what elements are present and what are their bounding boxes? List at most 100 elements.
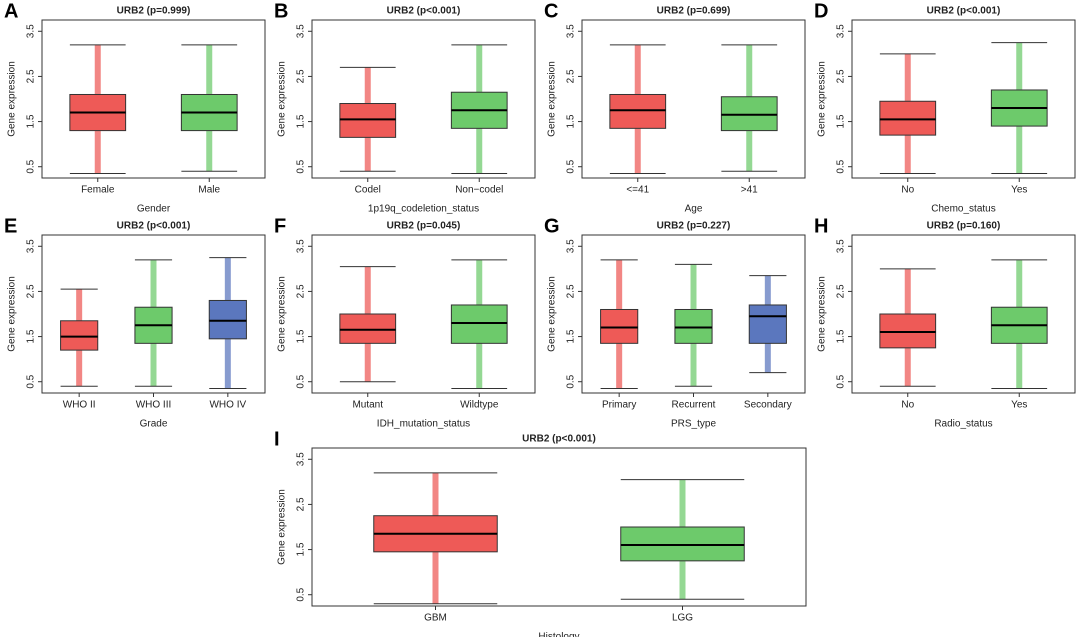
y-tick-label: 3.5 <box>566 239 577 253</box>
y-tick-label: 0.5 <box>836 374 847 388</box>
panel-title: URB2 (p<0.001) <box>522 434 596 445</box>
y-tick-label: 0.5 <box>296 159 307 173</box>
x-tick-label: WHO IV <box>209 400 246 411</box>
x-axis-label: PRS_type <box>671 419 716 430</box>
y-tick-label: 3.5 <box>296 452 307 466</box>
x-tick-label: WHO III <box>136 400 172 411</box>
y-axis-label: Gene expression <box>277 61 288 137</box>
x-axis-label: Radio_status <box>934 419 992 430</box>
y-tick-label: 0.5 <box>836 159 847 173</box>
y-tick-label: 3.5 <box>26 239 37 253</box>
x-tick-label: Female <box>81 185 115 196</box>
x-axis-label: 1p19q_codeletion_status <box>368 204 479 215</box>
y-tick-label: 1.5 <box>296 114 307 128</box>
panel-letter: I <box>274 428 280 450</box>
y-tick-label: 1.5 <box>836 114 847 128</box>
box <box>208 299 247 340</box>
plot-frame <box>311 447 807 607</box>
y-tick-label: 0.5 <box>566 374 577 388</box>
box <box>674 308 713 344</box>
y-tick-label: 0.5 <box>296 587 307 601</box>
panel: C URB2 (p=0.699) Gene expression Age 0.5 1.5 2… <box>544 0 806 215</box>
y-axis-label: Gene expression <box>7 276 18 352</box>
plot-frame <box>581 19 806 179</box>
x-tick-label: >41 <box>741 185 758 196</box>
y-tick-label: 3.5 <box>836 24 847 38</box>
y-axis-label: Gene expression <box>817 61 828 137</box>
y-tick-label: 2.5 <box>836 69 847 83</box>
y-tick-label: 1.5 <box>836 329 847 343</box>
panel-title: URB2 (p<0.001) <box>387 6 461 17</box>
y-tick-label: 2.5 <box>566 284 577 298</box>
x-tick-label: GBM <box>424 613 447 624</box>
x-tick-label: Male <box>198 185 220 196</box>
y-tick-label: 3.5 <box>566 24 577 38</box>
y-tick-label: 0.5 <box>26 159 37 173</box>
panel-title: URB2 (p=0.160) <box>927 221 1001 232</box>
y-tick-label: 3.5 <box>296 24 307 38</box>
x-axis-label: IDH_mutation_status <box>377 419 470 430</box>
panel-title: URB2 (p=0.227) <box>657 221 731 232</box>
y-tick-label: 3.5 <box>26 24 37 38</box>
y-tick-label: 3.5 <box>836 239 847 253</box>
plot-frame <box>311 19 536 179</box>
y-tick-label: 1.5 <box>296 542 307 556</box>
box <box>450 304 508 344</box>
x-tick-label: WHO II <box>63 400 96 411</box>
panel-title: URB2 (p=0.699) <box>657 6 731 17</box>
x-axis-label: Chemo_status <box>931 204 995 215</box>
box <box>339 313 397 344</box>
y-tick-label: 2.5 <box>296 69 307 83</box>
y-axis-label: Gene expression <box>547 61 558 137</box>
panel: H URB2 (p=0.160) Gene expression Radio_stat… <box>814 215 1076 430</box>
box <box>879 313 937 349</box>
panel: I URB2 (p<0.001) Gene expression Histology 0… <box>274 428 807 637</box>
x-axis-label: Histology <box>538 632 579 637</box>
x-tick-label: Mutant <box>352 400 383 411</box>
box <box>600 308 639 344</box>
y-tick-label: 1.5 <box>566 329 577 343</box>
panel: E URB2 (p<0.001) Gene expression Grade 0.5 1.… <box>4 215 266 430</box>
plot-frame <box>41 19 266 179</box>
panel-letter: E <box>4 215 17 237</box>
panel-title: URB2 (p<0.001) <box>117 221 191 232</box>
y-axis-label: Gene expression <box>817 276 828 352</box>
y-tick-label: 1.5 <box>566 114 577 128</box>
box <box>748 304 787 344</box>
y-tick-label: 0.5 <box>296 374 307 388</box>
box <box>339 103 397 138</box>
y-axis-label: Gene expression <box>277 276 288 352</box>
panel-title: URB2 (p<0.001) <box>927 6 1001 17</box>
y-tick-label: 0.5 <box>566 159 577 173</box>
x-tick-label: Yes <box>1011 400 1027 411</box>
x-tick-label: Codel <box>355 185 381 196</box>
y-axis-label: Gene expression <box>277 489 288 565</box>
panel-letter: B <box>274 0 288 22</box>
box <box>720 96 778 132</box>
x-tick-label: Recurrent <box>672 400 716 411</box>
y-tick-label: 2.5 <box>26 284 37 298</box>
x-tick-label: Secondary <box>744 400 792 411</box>
panel-letter: C <box>544 0 558 22</box>
y-tick-label: 1.5 <box>296 329 307 343</box>
panel-letter: F <box>274 215 286 237</box>
box <box>879 100 937 136</box>
y-tick-label: 2.5 <box>26 69 37 83</box>
plot-frame <box>311 234 536 394</box>
x-axis-label: Gender <box>137 204 171 215</box>
x-tick-label: No <box>901 400 914 411</box>
panel: F URB2 (p=0.045) Gene expression IDH_mutati… <box>274 215 536 430</box>
y-tick-label: 2.5 <box>836 284 847 298</box>
y-axis-label: Gene expression <box>7 61 18 137</box>
x-axis-label: Grade <box>140 419 168 430</box>
x-tick-label: LGG <box>672 613 693 624</box>
x-tick-label: <=41 <box>626 185 649 196</box>
plot-frame <box>851 234 1076 394</box>
y-axis-label: Gene expression <box>547 276 558 352</box>
y-tick-label: 2.5 <box>296 284 307 298</box>
y-tick-label: 2.5 <box>566 69 577 83</box>
panel: A URB2 (p=0.999) Gene expression Gender 0.5 1… <box>4 0 266 215</box>
y-tick-label: 1.5 <box>26 114 37 128</box>
x-axis-label: Age <box>685 204 703 215</box>
